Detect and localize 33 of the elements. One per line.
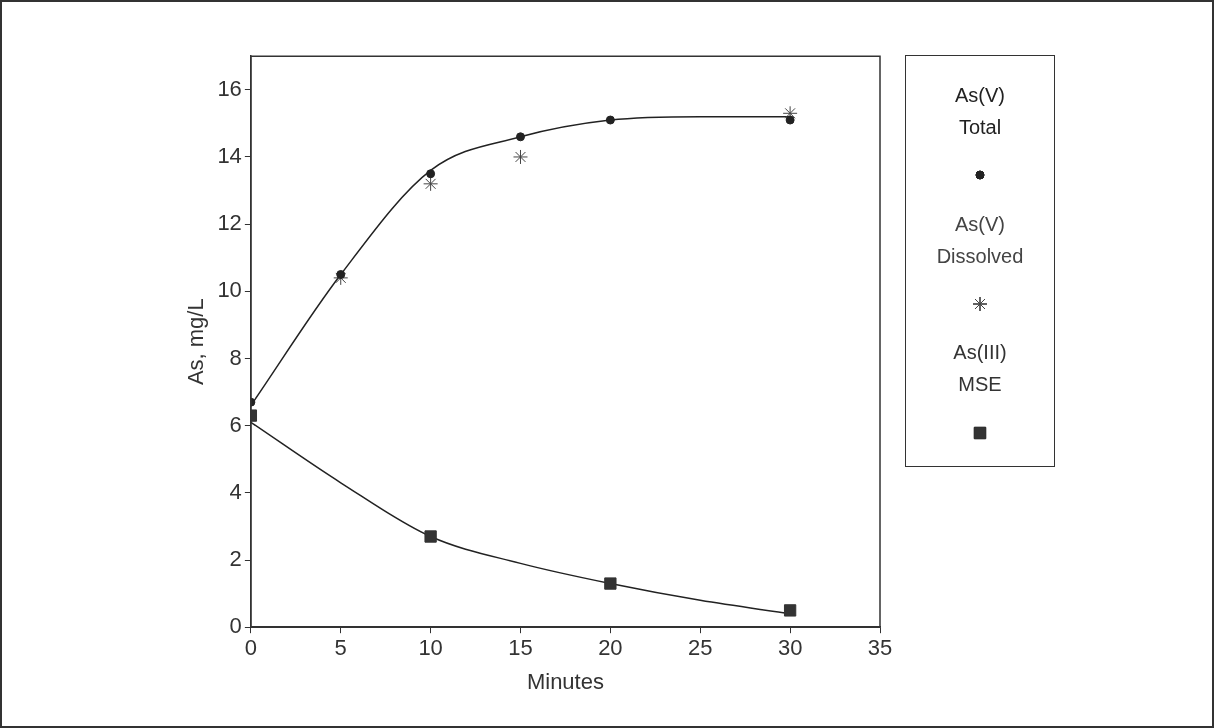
x-tick-label: 35 [867,635,893,661]
point [424,530,437,543]
x-tick-label: 5 [334,635,347,661]
x-tick-label: 30 [777,635,803,661]
text: As(V) Total [955,83,1005,141]
point [336,270,346,280]
text: As(V) Dissolved [936,211,1024,269]
x-tick-label: 25 [688,635,713,661]
point [783,604,797,617]
point [785,115,795,125]
y-tick-label: 6 [229,411,242,437]
point [333,270,349,286]
point [426,169,436,179]
y-axis-title: As, mg/L [183,298,209,386]
point [604,577,617,590]
x-axis-title: Minutes [526,668,604,694]
point [423,176,439,192]
x-tick-label: 15 [508,635,533,661]
text: As(III) MSE [953,340,1007,398]
y-tick-label: 12 [217,210,242,236]
x-tick-label: 20 [598,635,623,661]
y-tick-label: 2 [229,546,242,572]
y-tick-label: 16 [217,75,242,101]
point [782,105,798,121]
y-tick-label: 14 [217,143,242,169]
point [516,132,525,142]
point [513,149,528,165]
point [605,115,615,125]
y-tick-label: 4 [229,478,242,504]
y-tick-label: 0 [229,613,242,639]
y-tick-label: 10 [217,277,242,303]
y-tick-label: 8 [229,344,242,370]
x-tick-label: 10 [418,635,443,661]
